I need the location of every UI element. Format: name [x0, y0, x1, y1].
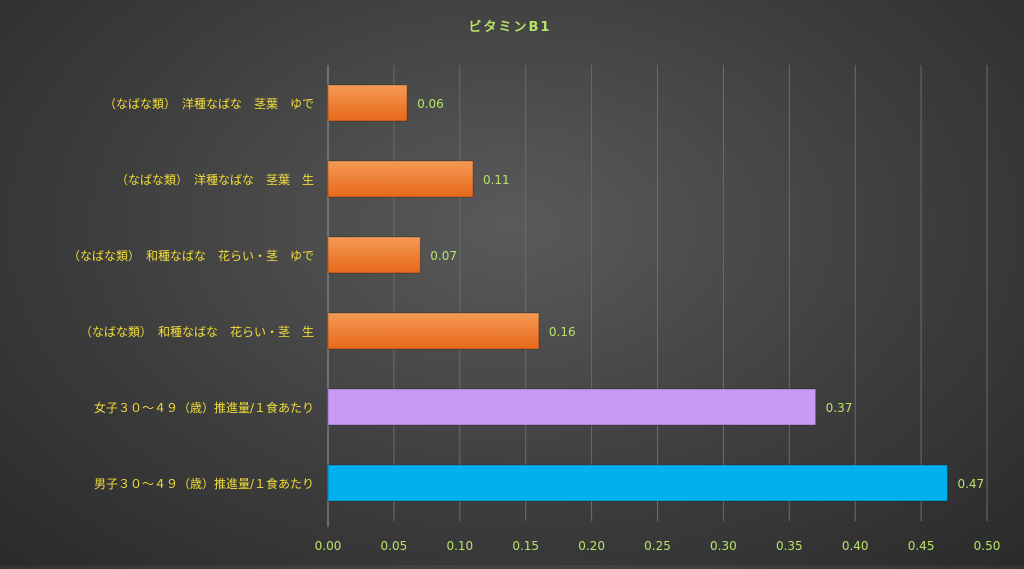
- x-tick-label: 0.50: [974, 539, 1001, 553]
- data-label: 0.06: [417, 97, 444, 111]
- category-label: 女子３０～４９（歳）推進量/１食あたり: [94, 400, 314, 415]
- category-label: （なばな類） 洋種なばな 茎葉 生: [116, 172, 314, 187]
- x-tick-label: 0.25: [644, 539, 671, 553]
- bar: [327, 84, 408, 122]
- data-label: 0.07: [430, 249, 457, 263]
- category-label: （なばな類） 和種なばな 花らい・茎 生: [80, 324, 314, 339]
- chart-title: ビタミンB1: [469, 19, 552, 35]
- bar: [327, 160, 474, 198]
- data-label: 0.37: [826, 401, 853, 415]
- bars: [327, 84, 948, 502]
- bar: [327, 312, 540, 350]
- x-tick-label: 0.30: [710, 539, 737, 553]
- bar: [327, 464, 948, 502]
- x-tick-label: 0.45: [908, 539, 935, 553]
- category-label: （なばな類） 和種なばな 花らい・茎 ゆで: [68, 248, 314, 263]
- bar: [327, 236, 421, 274]
- x-tick-label: 0.35: [776, 539, 803, 553]
- data-label: 0.16: [549, 325, 576, 339]
- x-tick-label: 0.00: [315, 539, 342, 553]
- x-tick-label: 0.10: [446, 539, 473, 553]
- bar: [327, 388, 817, 426]
- x-tick-label: 0.05: [381, 539, 408, 553]
- data-label: 0.47: [957, 477, 984, 491]
- x-tick-label: 0.20: [578, 539, 605, 553]
- data-label: 0.11: [483, 173, 510, 187]
- category-label: （なばな類） 洋種なばな 茎葉 ゆで: [104, 96, 314, 111]
- x-tick-label: 0.40: [842, 539, 869, 553]
- category-label: 男子３０～４９（歳）推進量/１食あたり: [94, 476, 314, 491]
- x-tick-label: 0.15: [512, 539, 539, 553]
- gridlines: [327, 65, 988, 527]
- labels: 0.00 0.05 0.10 0.15 0.20 0.25 0.30 0.35 0.40 0.45…: [68, 96, 1000, 553]
